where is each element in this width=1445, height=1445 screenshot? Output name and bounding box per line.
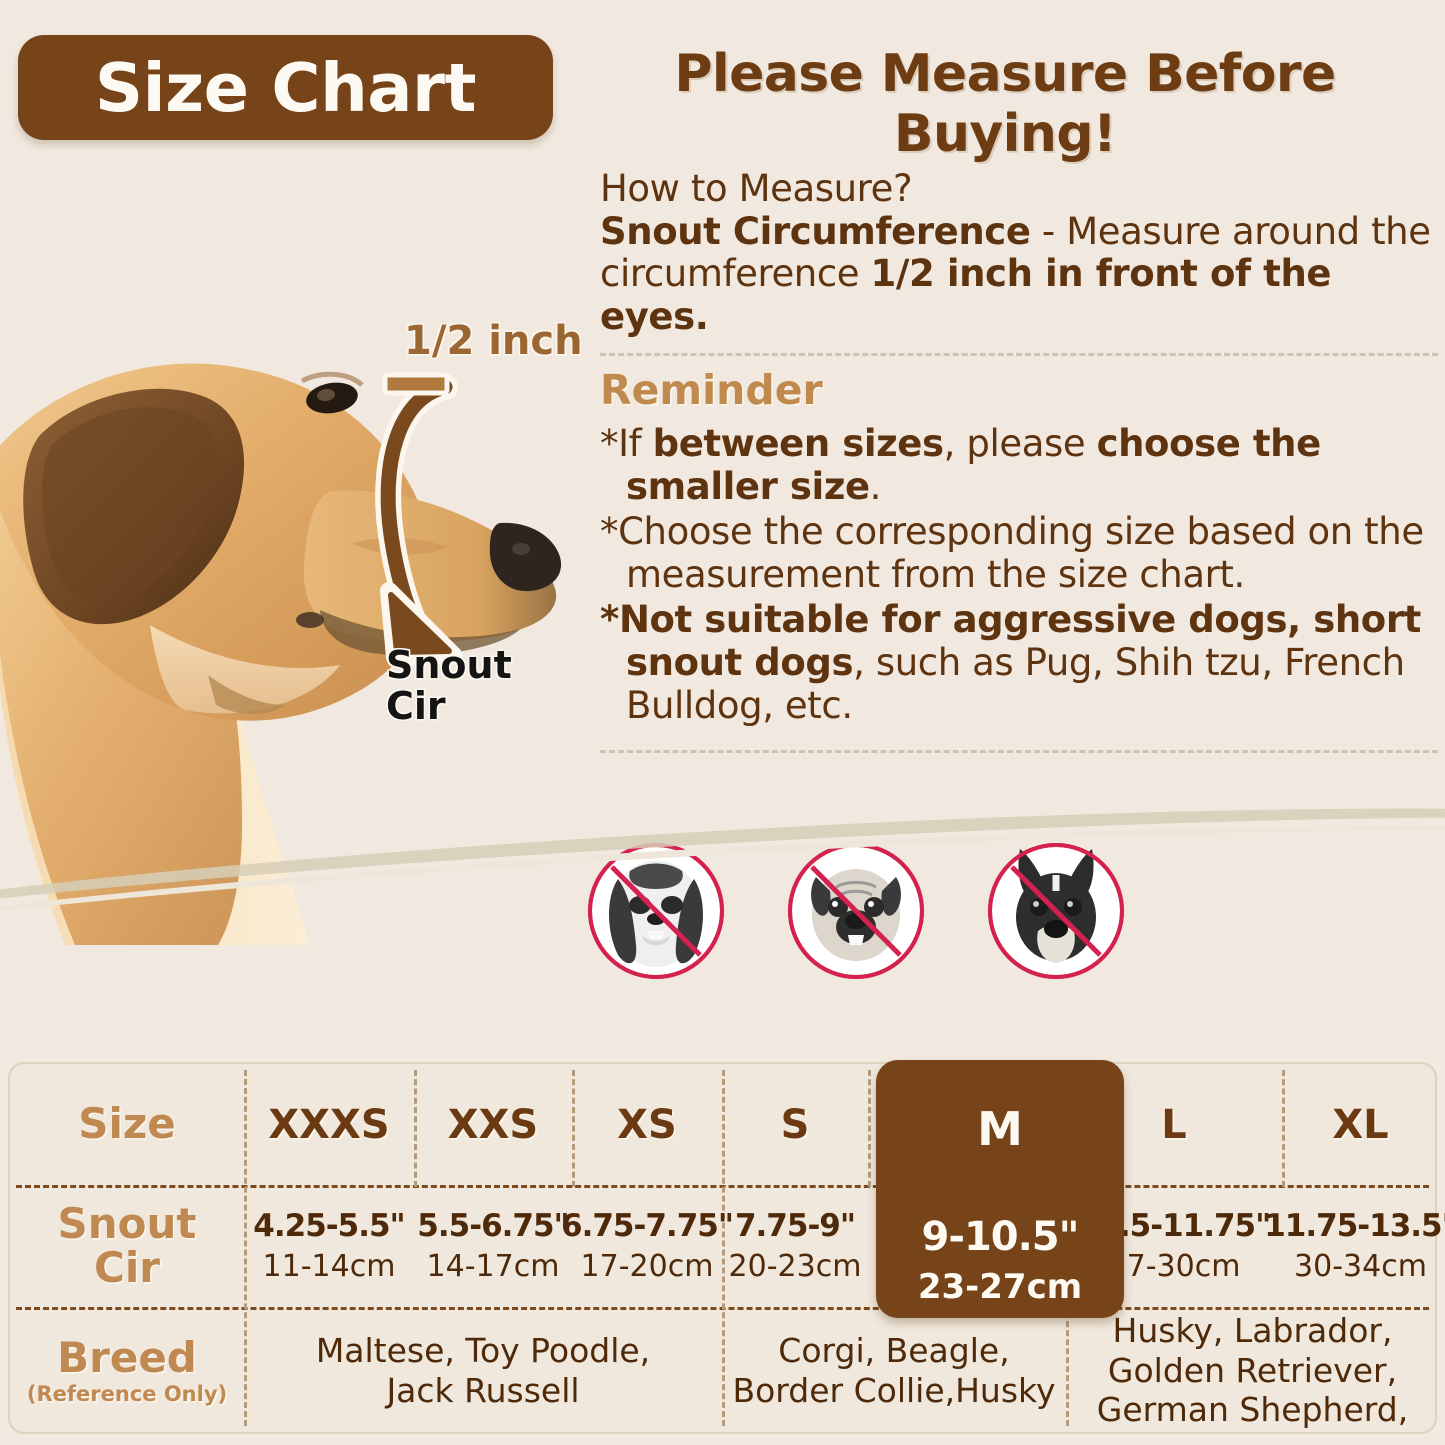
table-cell-snout-s: 7.75-9" 20-23cm bbox=[728, 1208, 862, 1284]
table-col-divider-4 bbox=[868, 1070, 871, 1187]
table-col-divider-0 bbox=[244, 1070, 247, 1426]
reminder-bullet-1: *If between sizes, please choose the sma… bbox=[600, 422, 1321, 509]
dog-photo bbox=[0, 205, 600, 945]
table-header-xxs: XXS bbox=[447, 1101, 539, 1148]
table-cell-snout-xs: 6.75-7.75" 17-20cm bbox=[561, 1208, 734, 1284]
how-to-measure-question: How to Measure? bbox=[600, 167, 913, 210]
highlighted-size-column-m[interactable]: M 9-10.5" 23-27cm bbox=[876, 1060, 1124, 1318]
pug-prohibited-icon bbox=[786, 835, 926, 987]
highlighted-size-label: M bbox=[977, 1102, 1023, 1156]
how-to-measure-text: How to Measure? Snout Circumference - Me… bbox=[600, 167, 1438, 338]
table-cell-snout-xxs: 5.5-6.75" 14-17cm bbox=[417, 1208, 569, 1284]
table-col-divider-6 bbox=[1282, 1070, 1285, 1187]
french-bulldog-prohibited-icon bbox=[986, 835, 1126, 987]
table-col-divider-1 bbox=[414, 1070, 417, 1187]
breed-reference-note: (Reference Only) bbox=[26, 1381, 228, 1406]
table-header-l: L bbox=[1161, 1101, 1187, 1148]
reminder-bullet-2: *Choose the corresponding size based on … bbox=[600, 510, 1424, 596]
table-col-divider-3 bbox=[722, 1070, 725, 1426]
size-table: Size XXXS XXS XS S L XL Snout Cir 4.25-5… bbox=[8, 1060, 1445, 1434]
unsuitable-breeds-row bbox=[586, 835, 1126, 987]
table-header-xl: XL bbox=[1332, 1101, 1389, 1148]
table-header-xxxs: XXXS bbox=[268, 1101, 390, 1148]
table-rowlabel-breed: Breed (Reference Only) bbox=[26, 1333, 228, 1406]
table-cell-breed-small: Maltese, Toy Poodle, Jack Russell bbox=[315, 1330, 651, 1410]
table-cell-breed-large: Husky, Labrador, Golden Retriever, Germa… bbox=[1096, 1311, 1409, 1430]
table-cell-snout-xxxs: 4.25-5.5" 11-14cm bbox=[253, 1208, 405, 1284]
table-rowlabel-snout-cir: Snout Cir bbox=[57, 1198, 197, 1292]
reminder-heading: Reminder bbox=[600, 366, 823, 415]
shih-tzu-prohibited-icon bbox=[586, 835, 726, 987]
divider-2 bbox=[600, 749, 1438, 753]
label-half-inch: 1/2 inch bbox=[404, 318, 583, 364]
label-snout-cir-line2: Cir bbox=[386, 684, 446, 729]
divider-1 bbox=[600, 353, 1438, 357]
page-title: Please Measure Before Buying! bbox=[674, 44, 1336, 164]
table-rowlabel-size: Size bbox=[78, 1099, 176, 1149]
highlighted-snout-inches: 9-10.5" bbox=[921, 1214, 1080, 1260]
label-snout-cir-line1: Snout bbox=[386, 643, 512, 687]
table-col-divider-2 bbox=[572, 1070, 575, 1187]
table-cell-breed-medium: Corgi, Beagle, Border Collie,Husky bbox=[732, 1330, 1056, 1410]
snout-circumference-term: Snout Circumference bbox=[600, 209, 1031, 253]
info-panel: 1/2 inch Snout Cir Size Chart Please Mea… bbox=[0, 35, 1445, 1045]
measure-emphasis: 1/2 inch in front of the eyes. bbox=[600, 252, 1332, 338]
highlighted-snout-cm: 23-27cm bbox=[917, 1267, 1083, 1307]
table-cell-snout-xl: 11.75-13.5" 30-34cm bbox=[1264, 1208, 1445, 1284]
instructions-panel: How to Measure? Snout Circumference - Me… bbox=[600, 167, 1438, 763]
label-snout-cir: Snout Cir bbox=[386, 643, 512, 729]
size-chart-badge: Size Chart bbox=[18, 35, 553, 140]
reminder-bullet-3: *Not suitable for aggressive dogs, short… bbox=[600, 597, 1421, 727]
table-header-s: S bbox=[780, 1101, 810, 1148]
size-chart-badge-label: Size Chart bbox=[94, 48, 477, 127]
measure-body: - Measure around the circumference bbox=[600, 209, 1431, 296]
table-header-xs: XS bbox=[617, 1101, 677, 1148]
snout-measure-arrow bbox=[355, 355, 505, 666]
